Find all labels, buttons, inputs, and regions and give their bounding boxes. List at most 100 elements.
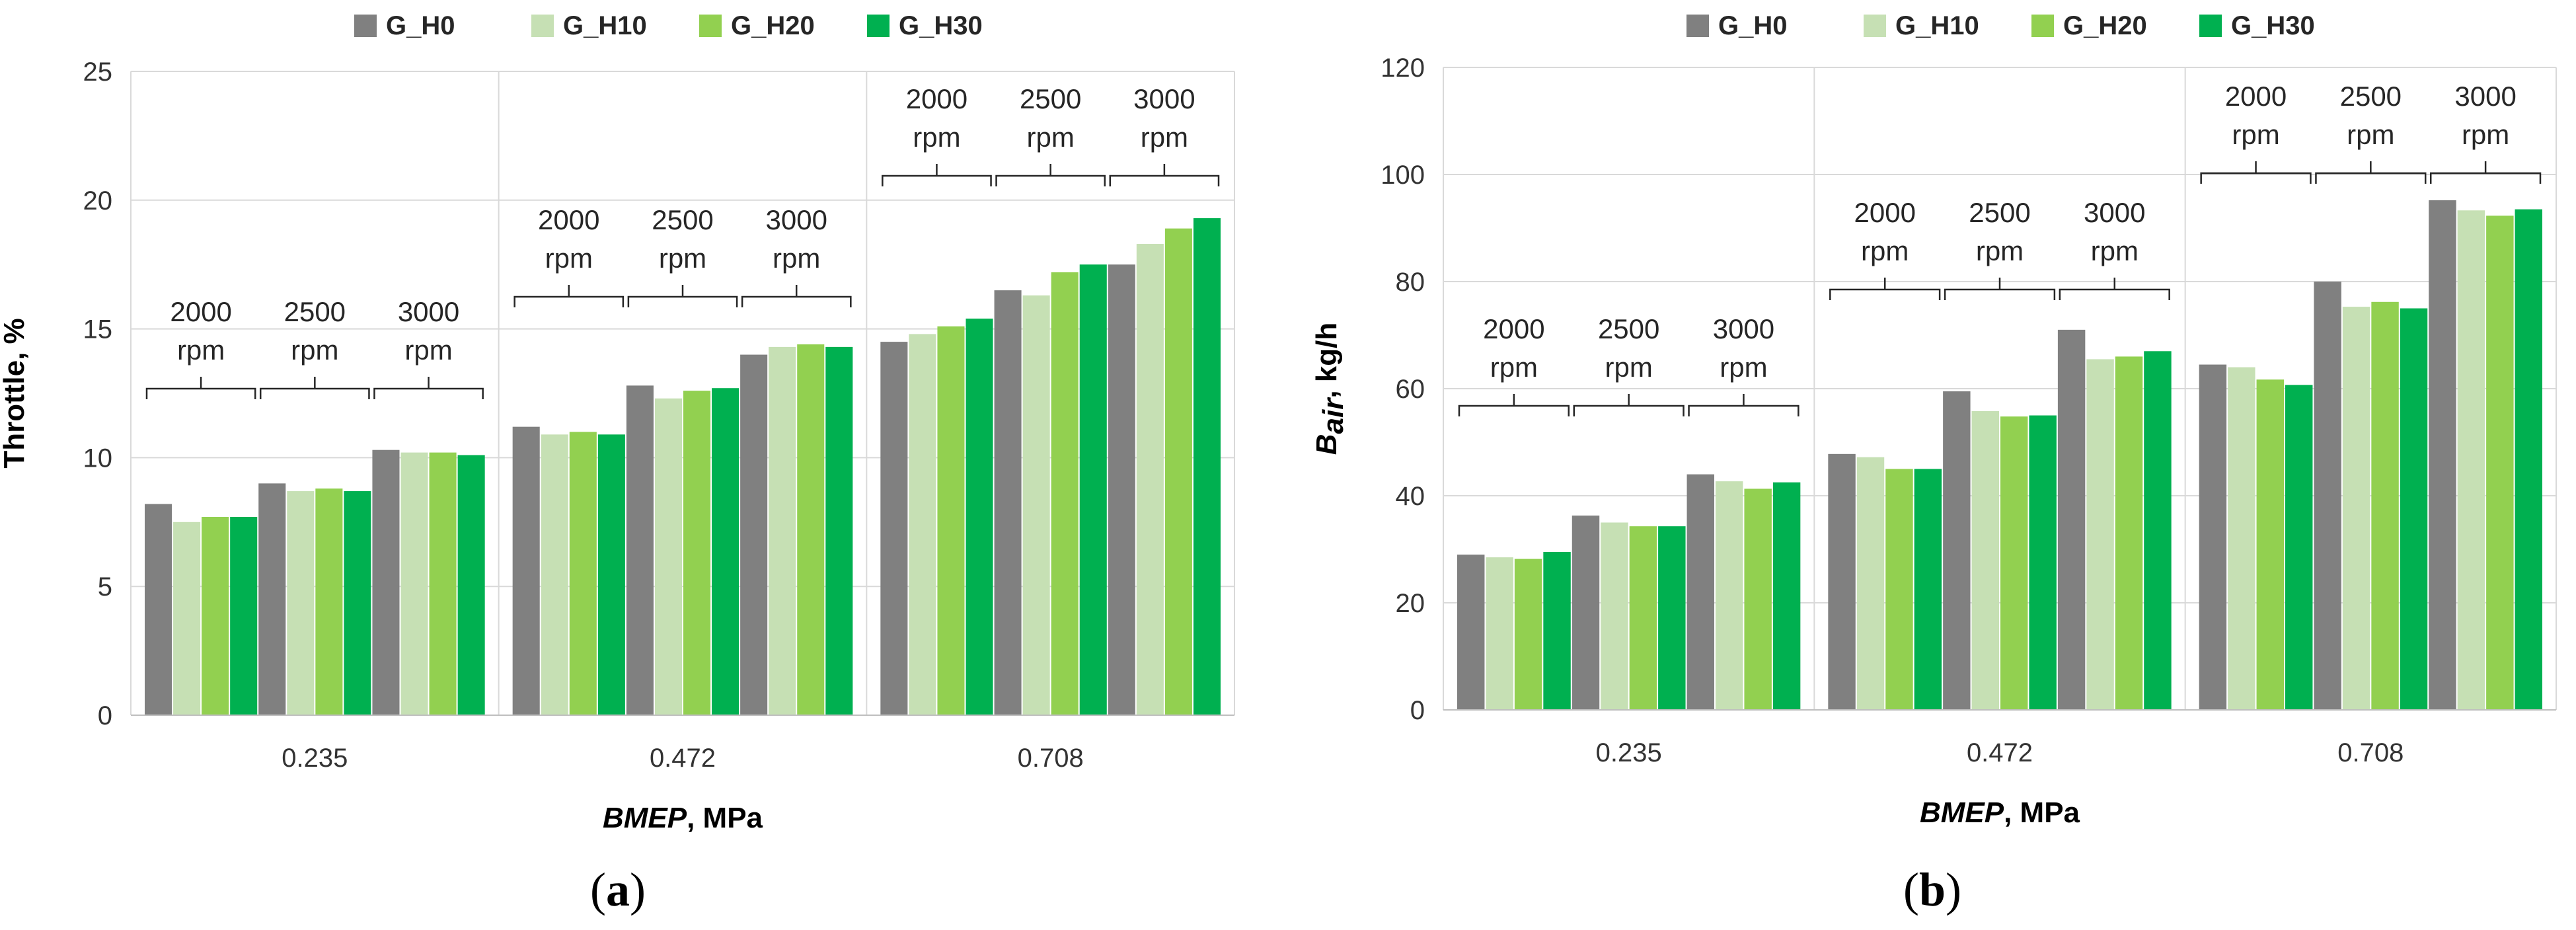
rpm-value-label: 2500 bbox=[652, 204, 713, 235]
bar-g-h30 bbox=[1543, 552, 1571, 710]
legend-swatch bbox=[354, 15, 377, 37]
rpm-value-label: 2000 bbox=[1483, 313, 1544, 344]
bar-g-h0 bbox=[512, 426, 540, 715]
x-category-label: 0.472 bbox=[650, 744, 716, 773]
bar-g-h0 bbox=[2199, 364, 2227, 710]
legend-swatch bbox=[531, 15, 554, 37]
y-axis-title: Bair, kg/h bbox=[1310, 323, 1349, 455]
bar-g-h30 bbox=[1772, 482, 1801, 710]
legend-swatch bbox=[2199, 15, 2222, 37]
bar-g-h10 bbox=[2228, 367, 2255, 710]
subfigure-label: (b) bbox=[1903, 863, 1961, 916]
legend-label: G_H30 bbox=[2231, 11, 2315, 40]
bar-g-h0 bbox=[1943, 391, 1971, 710]
bar-g-h20 bbox=[1629, 526, 1657, 710]
y-tick-label: 25 bbox=[83, 58, 113, 87]
y-tick-label: 120 bbox=[1381, 54, 1425, 83]
bar-g-h0 bbox=[1572, 515, 1600, 710]
rpm-unit-label: rpm bbox=[1861, 235, 1909, 266]
rpm-bracket bbox=[2315, 161, 2427, 184]
rpm-value-label: 3000 bbox=[398, 296, 459, 327]
y-tick-label: 20 bbox=[83, 186, 113, 215]
legend-label: G_H10 bbox=[563, 11, 647, 40]
rpm-unit-label: rpm bbox=[773, 243, 820, 274]
rpm-value-label: 3000 bbox=[766, 204, 827, 235]
rpm-unit-label: rpm bbox=[1026, 122, 1074, 153]
rpm-value-label: 2000 bbox=[538, 204, 599, 235]
y-tick-label: 0 bbox=[98, 701, 112, 730]
subfigure-label: (a) bbox=[590, 863, 646, 916]
y-tick-label: 10 bbox=[83, 444, 113, 473]
bar-g-h30 bbox=[1914, 469, 1942, 710]
rpm-bracket bbox=[259, 377, 370, 399]
bar-g-h10 bbox=[909, 334, 936, 716]
bar-g-h0 bbox=[1686, 474, 1714, 710]
bar-g-h0 bbox=[372, 449, 400, 715]
bar-g-h10 bbox=[1716, 481, 1743, 710]
bar-g-h0 bbox=[145, 504, 172, 715]
legend-swatch bbox=[1686, 15, 1709, 37]
legend-label: G_H20 bbox=[2063, 11, 2147, 40]
y-tick-label: 20 bbox=[1396, 589, 1425, 618]
legend-label: G_H0 bbox=[386, 11, 455, 40]
rpm-value-label: 3000 bbox=[2454, 81, 2516, 112]
rpm-value-label: 2000 bbox=[170, 296, 231, 327]
bar-g-h30 bbox=[1658, 526, 1686, 710]
rpm-bracket bbox=[1458, 394, 1570, 416]
rpm-bracket bbox=[145, 377, 256, 399]
bar-g-h20 bbox=[797, 344, 825, 715]
rpm-value-label: 3000 bbox=[1133, 83, 1195, 114]
rpm-value-label: 2500 bbox=[284, 296, 346, 327]
legend-swatch bbox=[2031, 15, 2054, 37]
bar-g-h30 bbox=[597, 434, 625, 715]
bar-g-h0 bbox=[626, 385, 654, 715]
bar-g-h20 bbox=[1051, 272, 1079, 715]
bar-g-h0 bbox=[2057, 329, 2086, 710]
rpm-bracket bbox=[2059, 278, 2170, 300]
bar-g-h20 bbox=[2256, 379, 2284, 710]
air-flow-chart-panel: 0 20 40 60 80 100 120 2000 rpm 2500 rpm 3000 rpm 2000… bbox=[1288, 0, 2576, 930]
bar-g-h20 bbox=[1885, 469, 1913, 710]
rpm-unit-label: rpm bbox=[177, 334, 225, 366]
bar-g-h10 bbox=[1486, 557, 1513, 710]
rpm-value-label: 2000 bbox=[2225, 81, 2287, 112]
rpm-unit-label: rpm bbox=[1720, 352, 1767, 383]
bar-g-h10 bbox=[2342, 307, 2370, 710]
rpm-unit-label: rpm bbox=[2232, 119, 2279, 150]
bar-g-h0 bbox=[1108, 264, 1135, 715]
rpm-value-label: 2500 bbox=[1020, 83, 1081, 114]
throttle-chart-panel: 0 5 10 15 20 25 2000 rpm 2500 rpm 3000 rpm 2000 rpm 25… bbox=[0, 11, 1235, 916]
rpm-value-label: 2500 bbox=[2340, 81, 2402, 112]
rpm-unit-label: rpm bbox=[1605, 352, 1652, 383]
rpm-unit-label: rpm bbox=[1141, 122, 1188, 153]
bar-g-h30 bbox=[712, 388, 739, 715]
rpm-unit-label: rpm bbox=[545, 243, 593, 274]
x-axis-title: BMEP, MPa bbox=[603, 802, 763, 834]
bar-g-h20 bbox=[683, 391, 711, 715]
bar-g-h30 bbox=[2400, 308, 2428, 710]
rpm-unit-label: rpm bbox=[2462, 119, 2509, 150]
y-tick-label: 60 bbox=[1396, 375, 1425, 404]
rpm-bracket bbox=[627, 285, 738, 307]
bar-g-h30 bbox=[966, 319, 993, 715]
legend-label: G_H0 bbox=[1718, 11, 1788, 40]
air-flow-chart: 0 20 40 60 80 100 120 2000 rpm 2500 rpm 3000 rpm 2000… bbox=[1310, 11, 2557, 916]
bar-g-h20 bbox=[202, 517, 229, 715]
rpm-unit-label: rpm bbox=[2091, 235, 2139, 266]
bar-g-h10 bbox=[1601, 522, 1628, 710]
x-category-label: 0.235 bbox=[1596, 738, 1662, 767]
bar-g-h30 bbox=[2285, 385, 2313, 710]
bar-g-h10 bbox=[2457, 210, 2485, 710]
bar-g-h30 bbox=[2029, 415, 2057, 710]
rpm-unit-label: rpm bbox=[1490, 352, 1538, 383]
bar-g-h0 bbox=[994, 290, 1022, 715]
legend-label: G_H30 bbox=[899, 11, 983, 40]
rpm-value-label: 2500 bbox=[1598, 313, 1659, 344]
y-tick-label: 0 bbox=[1410, 696, 1425, 725]
bar-g-h20 bbox=[2486, 215, 2514, 710]
bar-g-h10 bbox=[1022, 295, 1050, 715]
y-tick-label: 40 bbox=[1396, 482, 1425, 511]
legend-swatch bbox=[867, 15, 890, 37]
bar-g-h0 bbox=[1457, 555, 1485, 710]
bar-g-h20 bbox=[315, 488, 343, 715]
